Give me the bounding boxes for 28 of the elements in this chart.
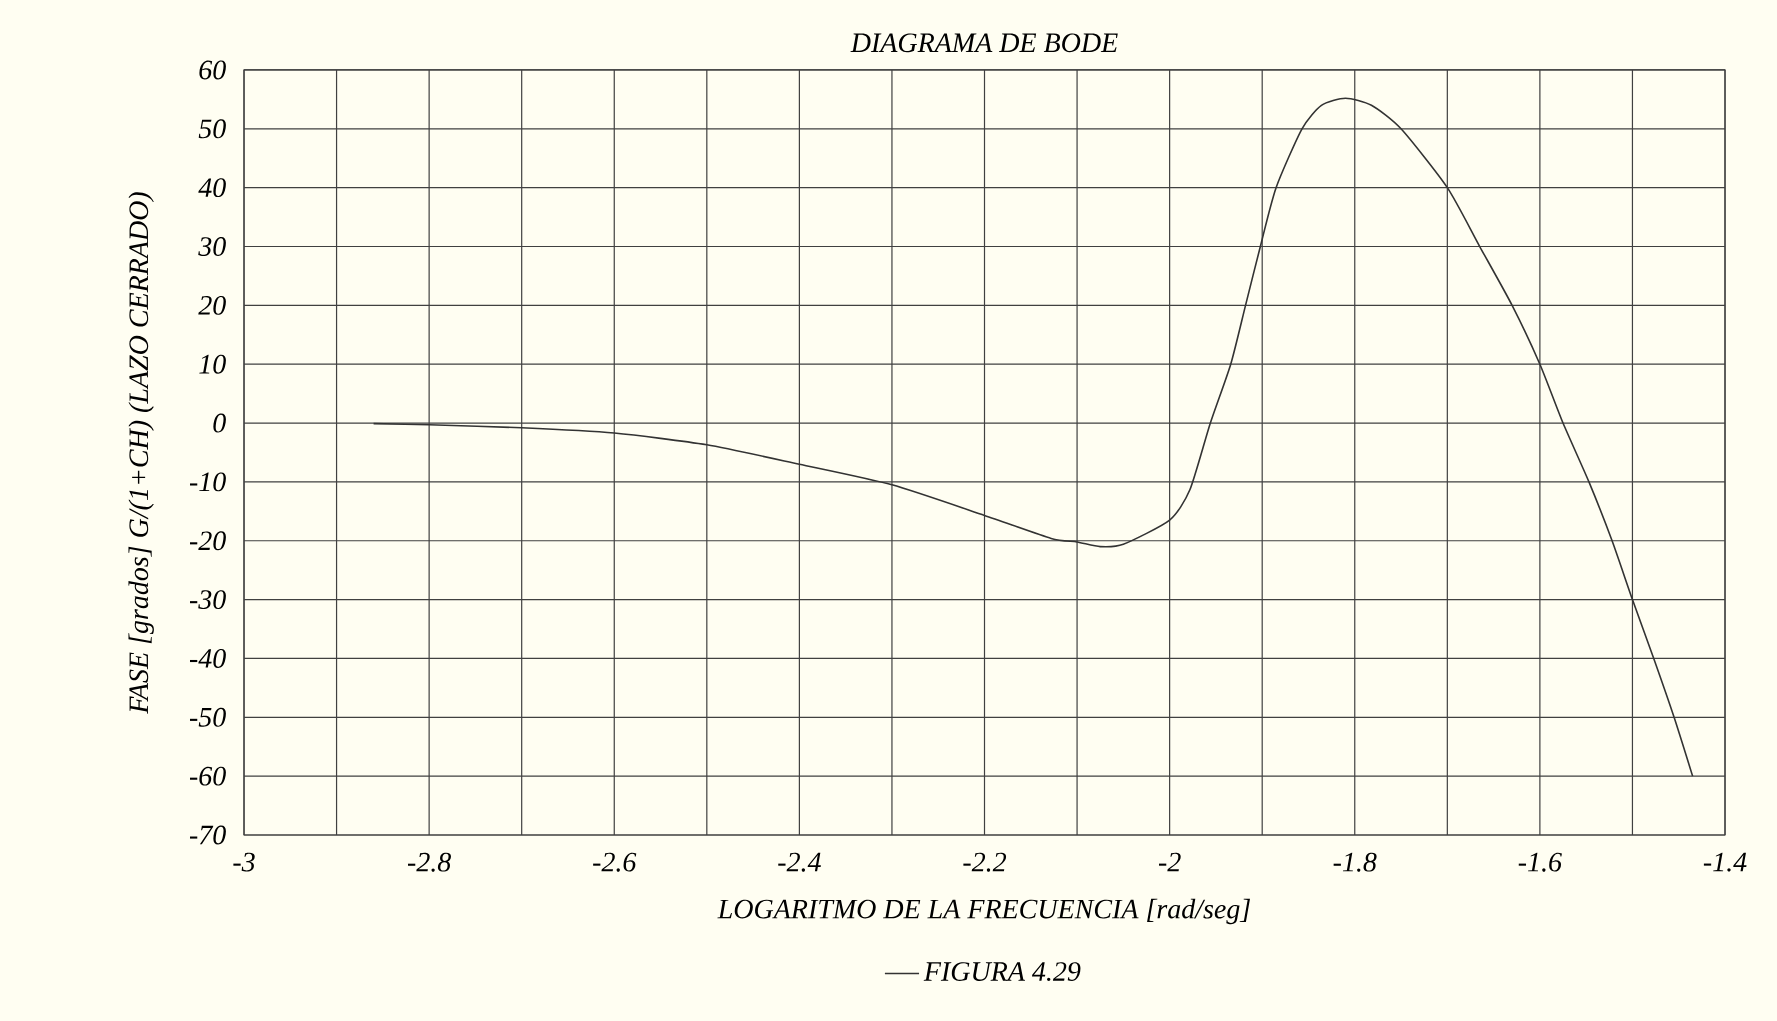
x-tick-label: -1.4 xyxy=(1703,852,1747,872)
y-tick-label: -10 xyxy=(189,472,226,492)
y-tick-label: 20 xyxy=(198,295,226,315)
y-tick-label: 30 xyxy=(198,237,226,256)
y-axis-title: FASE [grados] G/(1+CH) (LAZO CERRADO) xyxy=(128,192,154,714)
y-tick-label: 0 xyxy=(213,413,226,433)
y-tick-label: 40 xyxy=(198,178,226,198)
y-tick-label: -30 xyxy=(189,590,226,610)
chart-title: DIAGRAMA DE BODE xyxy=(850,33,1118,53)
y-tick-label: -50 xyxy=(189,707,226,727)
x-tick-label: -2.6 xyxy=(593,852,637,872)
x-tick-label: -2.4 xyxy=(778,852,821,872)
legend-label: FIGURA 4.29 xyxy=(923,962,1081,982)
y-tick-label: 50 xyxy=(198,119,226,139)
y-tick-label: -60 xyxy=(189,766,226,786)
y-tick-label: -20 xyxy=(189,531,226,551)
line-series xyxy=(372,97,1694,777)
x-tick-label: -2.2 xyxy=(963,852,1007,872)
y-tick-label: -70 xyxy=(189,825,226,845)
x-axis-title: LOGARITMO DE LA FRECUENCIA [rad/seg] xyxy=(717,898,1250,925)
x-tick-label: -3 xyxy=(233,852,255,872)
y-tick-label: -40 xyxy=(189,648,226,668)
x-tick-label: -2 xyxy=(1159,852,1181,872)
y-tick-label: 60 xyxy=(199,60,226,80)
x-tick-label: -1.6 xyxy=(1518,852,1562,872)
x-tick-label: -2.8 xyxy=(408,852,451,872)
x-tick-label: -1.8 xyxy=(1333,852,1377,872)
y-tick-label: 10 xyxy=(199,354,226,374)
